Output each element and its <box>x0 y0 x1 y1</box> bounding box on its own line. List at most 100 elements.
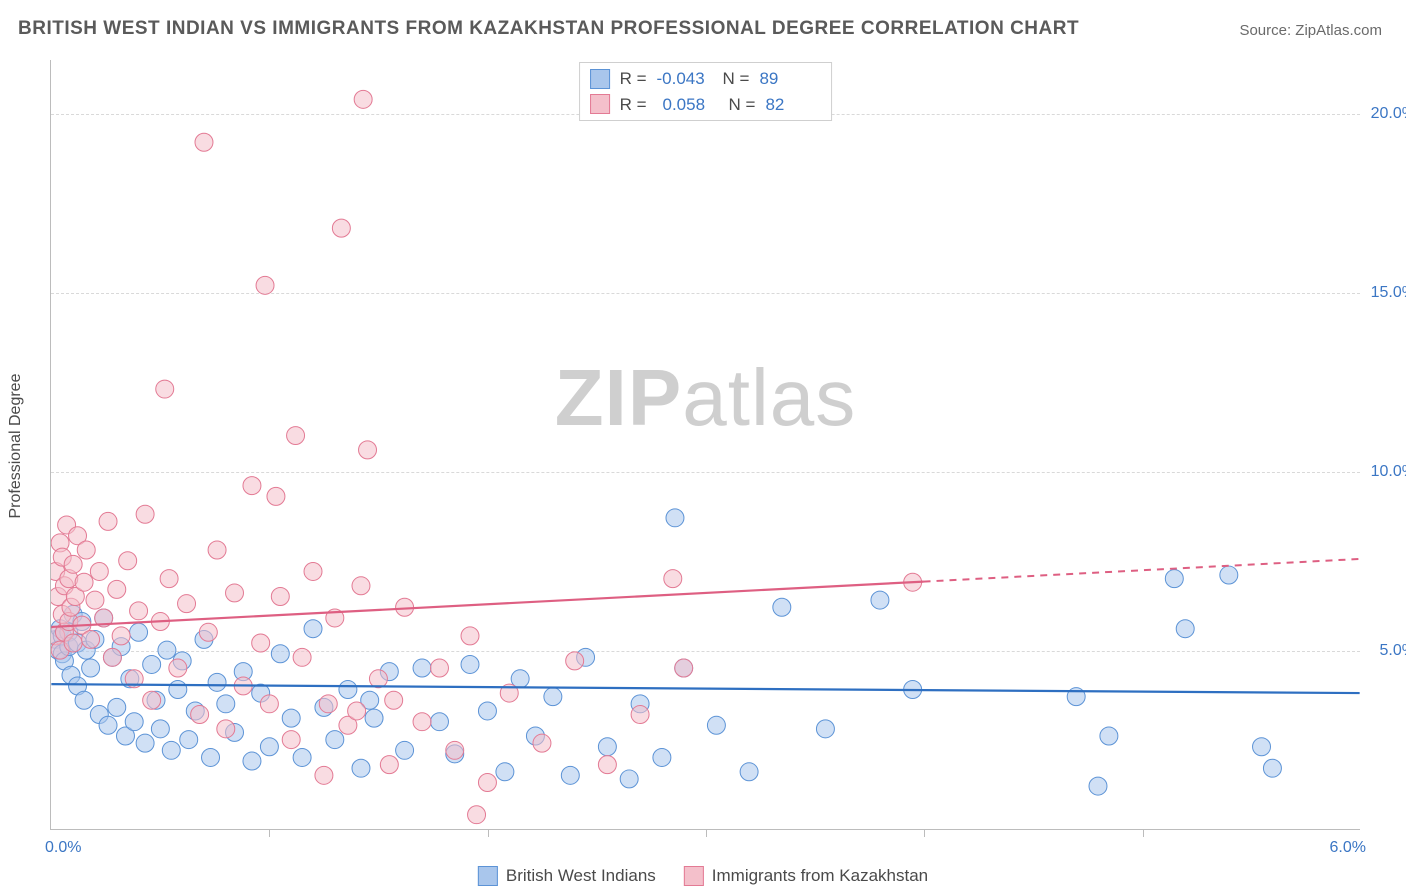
scatter-point-kaz <box>73 616 91 634</box>
scatter-point-bwi <box>315 698 333 716</box>
chart-title: BRITISH WEST INDIAN VS IMMIGRANTS FROM K… <box>18 18 1079 40</box>
legend-item-bwi: British West Indians <box>478 866 656 886</box>
x-tick <box>488 829 489 837</box>
scatter-point-bwi <box>871 591 889 609</box>
scatter-point-kaz <box>119 552 137 570</box>
scatter-point-kaz <box>90 562 108 580</box>
scatter-point-kaz <box>60 613 78 631</box>
scatter-point-bwi <box>243 752 261 770</box>
x-min-label: 0.0% <box>45 839 81 857</box>
scatter-point-bwi <box>60 638 78 656</box>
scatter-point-bwi <box>217 695 235 713</box>
scatter-point-bwi <box>186 702 204 720</box>
stats-legend: R = -0.043 N = 89 R = 0.058 N = 82 <box>579 62 833 121</box>
scatter-point-bwi <box>252 684 270 702</box>
scatter-point-kaz <box>58 516 76 534</box>
scatter-point-kaz <box>413 713 431 731</box>
scatter-point-kaz <box>77 541 95 559</box>
scatter-point-bwi <box>116 727 134 745</box>
scatter-point-kaz <box>904 573 922 591</box>
scatter-point-kaz <box>359 441 377 459</box>
scatter-point-kaz <box>86 591 104 609</box>
scatter-point-kaz <box>326 609 344 627</box>
scatter-point-kaz <box>55 623 73 641</box>
scatter-point-bwi <box>99 716 117 734</box>
scatter-point-kaz <box>468 806 486 824</box>
scatter-point-kaz <box>208 541 226 559</box>
scatter-point-kaz <box>53 548 71 566</box>
scatter-point-bwi <box>202 748 220 766</box>
x-max-label: 6.0% <box>1330 839 1366 857</box>
scatter-point-bwi <box>326 731 344 749</box>
legend-label-kaz: Immigrants from Kazakhstan <box>712 866 928 886</box>
scatter-point-kaz <box>256 276 274 294</box>
scatter-point-kaz <box>64 634 82 652</box>
scatter-point-kaz <box>664 570 682 588</box>
scatter-point-kaz <box>75 573 93 591</box>
scatter-point-kaz <box>352 577 370 595</box>
scatter-point-kaz <box>267 487 285 505</box>
scatter-point-bwi <box>1165 570 1183 588</box>
scatter-point-bwi <box>208 673 226 691</box>
scatter-point-bwi <box>1263 759 1281 777</box>
scatter-point-bwi <box>143 655 161 673</box>
plot-area: ZIPatlas R = -0.043 N = 89 R = 0.058 N =… <box>50 60 1360 830</box>
scatter-point-bwi <box>430 713 448 731</box>
scatter-point-bwi <box>90 706 108 724</box>
scatter-point-bwi <box>195 630 213 648</box>
x-tick <box>269 829 270 837</box>
scatter-point-kaz <box>348 702 366 720</box>
scatter-point-bwi <box>1176 620 1194 638</box>
scatter-point-kaz <box>199 623 217 641</box>
scatter-point-kaz <box>234 677 252 695</box>
scatter-point-bwi <box>446 745 464 763</box>
scatter-point-bwi <box>380 663 398 681</box>
scatter-point-bwi <box>461 655 479 673</box>
scatter-point-kaz <box>195 133 213 151</box>
scatter-point-kaz <box>396 598 414 616</box>
scatter-point-bwi <box>361 691 379 709</box>
scatter-point-bwi <box>653 748 671 766</box>
scatter-point-kaz <box>60 570 78 588</box>
scatter-point-bwi <box>69 677 87 695</box>
scatter-point-kaz <box>178 595 196 613</box>
scatter-point-bwi <box>125 713 143 731</box>
scatter-point-bwi <box>339 681 357 699</box>
scatter-point-kaz <box>339 716 357 734</box>
x-tick <box>1143 829 1144 837</box>
scatter-point-kaz <box>143 691 161 709</box>
scatter-point-bwi <box>904 681 922 699</box>
scatter-point-kaz <box>217 720 235 738</box>
scatter-point-kaz <box>319 695 337 713</box>
scatter-point-kaz <box>51 627 65 645</box>
scatter-point-kaz <box>108 580 126 598</box>
scatter-point-bwi <box>169 681 187 699</box>
scatter-point-bwi <box>413 659 431 677</box>
scatter-point-bwi <box>55 652 73 670</box>
svg-layer <box>51 60 1360 829</box>
scatter-point-bwi <box>130 623 148 641</box>
scatter-point-bwi <box>73 613 91 631</box>
scatter-point-kaz <box>478 774 496 792</box>
scatter-point-bwi <box>598 738 616 756</box>
scatter-point-kaz <box>156 380 174 398</box>
scatter-point-bwi <box>666 509 684 527</box>
y-tick-label: 5.0% <box>1368 642 1406 660</box>
scatter-point-kaz <box>260 695 278 713</box>
scatter-point-kaz <box>125 670 143 688</box>
scatter-point-bwi <box>707 716 725 734</box>
scatter-point-kaz <box>380 756 398 774</box>
scatter-point-bwi <box>365 709 383 727</box>
scatter-point-bwi <box>293 748 311 766</box>
trend-line-kaz <box>51 582 923 627</box>
scatter-point-kaz <box>191 706 209 724</box>
scatter-point-kaz <box>271 588 289 606</box>
scatter-point-kaz <box>69 527 87 545</box>
scatter-point-kaz <box>566 652 584 670</box>
scatter-point-bwi <box>511 670 529 688</box>
scatter-point-bwi <box>544 688 562 706</box>
y-tick-label: 10.0% <box>1368 463 1406 481</box>
scatter-point-kaz <box>461 627 479 645</box>
scatter-point-kaz <box>446 741 464 759</box>
scatter-point-kaz <box>243 477 261 495</box>
